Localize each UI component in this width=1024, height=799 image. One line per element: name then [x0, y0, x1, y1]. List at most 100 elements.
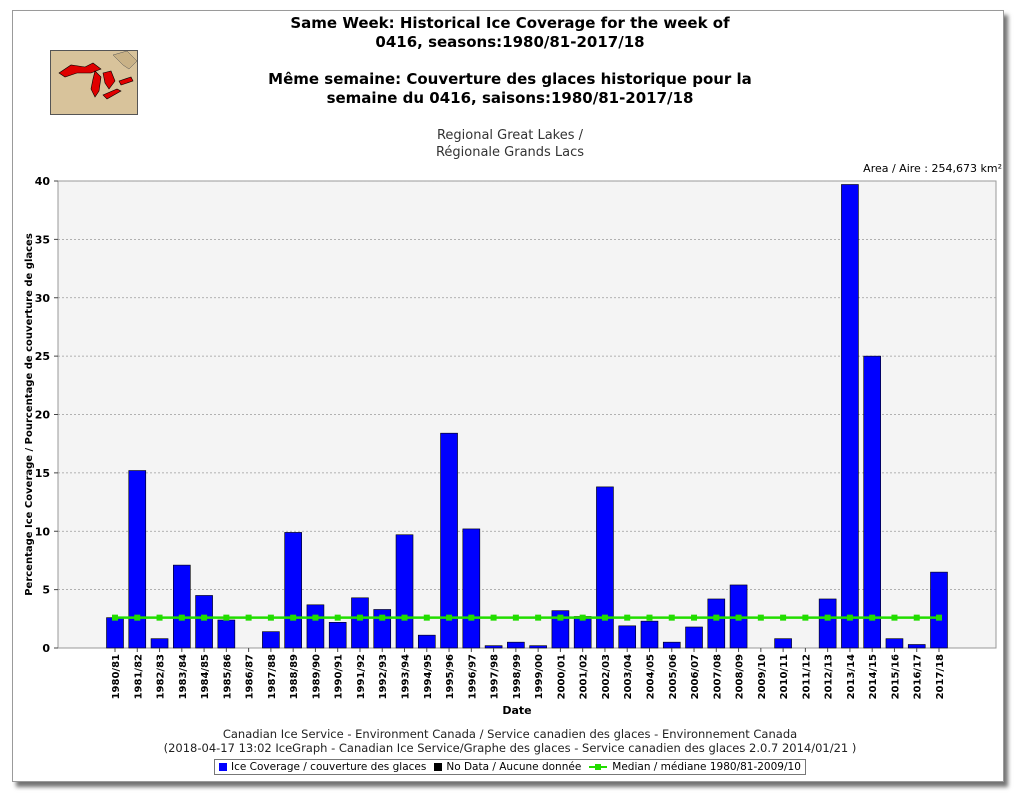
bar: [395, 534, 414, 649]
median-marker: [913, 614, 920, 621]
median-marker: [668, 614, 675, 621]
bar: [863, 355, 881, 649]
median-marker: [312, 614, 319, 621]
bar: [262, 631, 280, 649]
x-tick-label: 2006/07: [690, 654, 701, 699]
x-tick-label: 1983/84: [178, 654, 189, 699]
x-tick-label: 1982/83: [156, 654, 167, 699]
x-tick-label: 2011/12: [801, 654, 812, 699]
median-marker: [557, 614, 564, 621]
bar: [573, 616, 592, 649]
bar: [106, 617, 124, 649]
median-marker: [579, 614, 586, 621]
median-marker: [802, 614, 809, 621]
median-marker: [936, 614, 942, 621]
median-marker: [156, 614, 163, 621]
great-lakes-map-icon: [50, 50, 138, 115]
area-label: Area / Aire : 254,673 km²: [863, 162, 1002, 175]
x-tick-label: 2015/16: [890, 654, 901, 699]
bar: [596, 486, 614, 649]
median-marker: [869, 614, 876, 621]
x-tick-label: 1989/90: [311, 654, 322, 699]
x-tick-label: 2005/06: [668, 654, 679, 699]
bar: [484, 645, 503, 649]
median-marker: [134, 614, 141, 621]
y-tick-label: 25: [35, 350, 50, 363]
y-tick-label: 5: [42, 584, 50, 597]
y-tick-label: 20: [35, 409, 51, 422]
x-tick-label: 2001/02: [579, 654, 590, 699]
x-tick-label: 2004/05: [645, 654, 656, 699]
bar: [128, 470, 147, 649]
x-tick-label: 1994/95: [423, 654, 434, 699]
x-tick-label: 1993/94: [401, 654, 412, 699]
bar: [529, 645, 547, 649]
x-axis-label: Date: [502, 704, 531, 717]
bar: [841, 184, 859, 649]
x-tick-label: 1991/92: [356, 654, 367, 699]
median-marker: [201, 614, 208, 621]
median-marker: [824, 614, 831, 621]
x-tick-label: 1997/98: [490, 654, 501, 699]
chart-title-fr: Même semaine: Couverture des glaces hist…: [268, 70, 752, 107]
x-tick-label: 1998/99: [512, 654, 523, 699]
bar: [507, 641, 525, 649]
median-marker: [780, 614, 787, 621]
median-marker: [735, 614, 742, 621]
median-marker: [601, 614, 608, 621]
y-tick-label: 40: [35, 175, 51, 188]
x-tick-label: 2009/10: [757, 654, 768, 699]
median-marker: [423, 614, 430, 621]
x-tick-label: 1992/93: [378, 654, 389, 699]
chart-legend: Ice Coverage / couverture des glaces No …: [214, 759, 806, 775]
median-marker: [334, 614, 341, 621]
median-marker: [267, 614, 274, 621]
x-tick-label: 2008/09: [735, 654, 746, 699]
x-tick-label: 1996/97: [467, 654, 478, 699]
bar: [173, 564, 191, 649]
bar: [907, 644, 926, 649]
median-marker: [490, 614, 497, 621]
median-marker: [535, 614, 542, 621]
x-tick-label: 1987/88: [267, 654, 278, 699]
bar: [707, 598, 726, 649]
y-tick-label: 0: [42, 642, 50, 655]
x-tick-label: 1988/89: [289, 654, 300, 699]
x-tick-label: 1984/85: [200, 654, 211, 699]
bar: [351, 597, 369, 649]
median-marker: [379, 614, 386, 621]
median-marker: [691, 614, 698, 621]
median-marker: [713, 614, 720, 621]
x-tick-label: 1995/96: [445, 654, 456, 699]
bar: [284, 532, 302, 649]
bar: [685, 626, 703, 649]
x-tick-label: 2013/14: [846, 654, 857, 699]
bar: [885, 638, 904, 649]
x-tick-label: 2016/17: [913, 654, 924, 699]
bar: [640, 620, 659, 649]
x-tick-label: 2014/15: [868, 654, 879, 699]
legend-swatch-nodata: [434, 763, 443, 771]
median-marker: [468, 614, 475, 621]
bar: [662, 641, 681, 649]
y-tick-label: 10: [35, 525, 51, 538]
x-tick-label: 2017/18: [935, 654, 946, 699]
median-marker: [624, 614, 631, 621]
bar: [618, 625, 637, 649]
median-marker: [646, 614, 653, 621]
x-tick-label: 1986/87: [245, 654, 256, 699]
x-tick-label: 2010/11: [779, 654, 790, 699]
footer-credit: Canadian Ice Service - Environment Canad…: [163, 727, 857, 755]
legend-coverage: Ice Coverage / couverture des glaces: [231, 761, 427, 773]
x-tick-label: 1985/86: [222, 654, 233, 699]
bar: [774, 638, 792, 649]
median-marker: [891, 614, 898, 621]
median-marker: [846, 614, 853, 621]
median-marker: [512, 614, 519, 621]
bar: [930, 571, 948, 649]
x-tick-label: 1990/91: [334, 654, 345, 699]
bar: [306, 604, 325, 649]
bar: [417, 634, 436, 649]
median-marker: [112, 614, 118, 621]
